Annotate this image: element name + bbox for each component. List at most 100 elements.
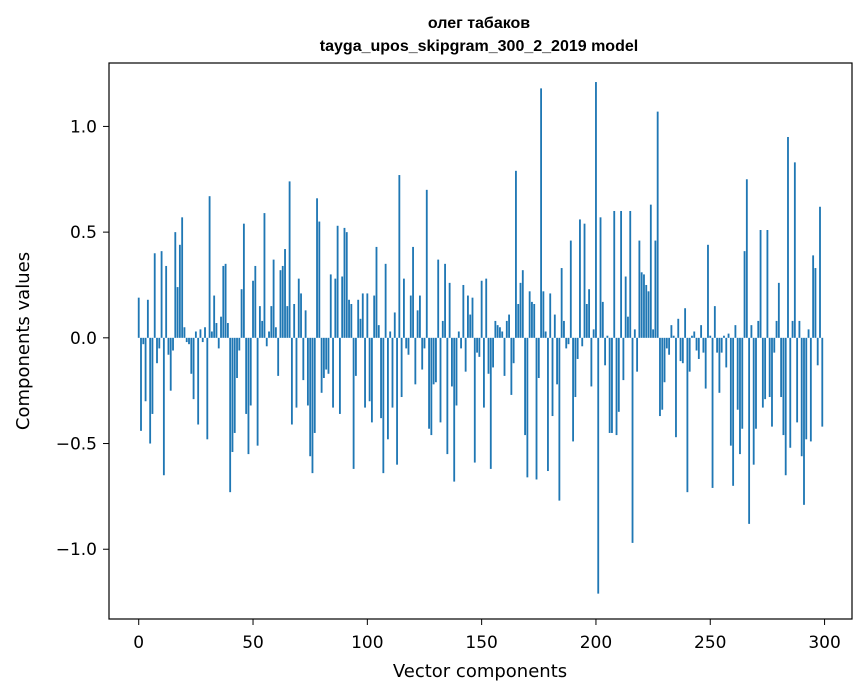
bar-component-173 <box>533 304 536 338</box>
bar-component-185 <box>560 268 563 338</box>
bar-component-115 <box>400 337 403 398</box>
x-tick-label: 0 <box>133 633 144 653</box>
bar-component-125 <box>423 337 426 349</box>
bar-component-209 <box>615 337 618 436</box>
bar-component-271 <box>757 320 760 338</box>
bar-component-238 <box>681 337 684 364</box>
bar-component-218 <box>636 337 639 372</box>
bar-component-132 <box>439 337 442 423</box>
bar-component-16 <box>174 232 177 338</box>
bar-component-186 <box>563 320 565 338</box>
bar-component-250 <box>709 335 712 338</box>
bar-component-175 <box>537 337 540 378</box>
bar-component-95 <box>354 337 357 376</box>
bar-component-37 <box>222 265 225 338</box>
bar-component-296 <box>814 268 817 338</box>
bar-component-133 <box>441 320 444 338</box>
bar-component-151 <box>483 337 485 408</box>
bar-component-90 <box>343 227 346 338</box>
bar-component-264 <box>741 337 744 429</box>
bar-component-80 <box>320 337 323 393</box>
bar-component-110 <box>389 331 392 338</box>
bar-component-34 <box>215 323 218 338</box>
bar-component-53 <box>258 306 261 338</box>
bar-component-195 <box>583 223 586 338</box>
bar-component-245 <box>697 337 700 359</box>
bar-component-104 <box>375 246 378 338</box>
bar-component-0 <box>137 297 140 338</box>
bar-component-105 <box>377 325 380 338</box>
bar-component-28 <box>201 337 204 343</box>
bar-component-263 <box>739 337 741 455</box>
bar-component-213 <box>624 276 627 338</box>
bar-component-88 <box>338 337 341 414</box>
bar-component-36 <box>220 316 222 338</box>
bar-component-100 <box>366 293 369 338</box>
bar-component-77 <box>313 337 316 433</box>
bar-component-57 <box>268 331 270 338</box>
bar-component-49 <box>249 337 252 406</box>
bar-component-136 <box>448 282 451 338</box>
bar-component-274 <box>764 337 767 400</box>
bar-component-292 <box>805 337 808 440</box>
bar-component-247 <box>702 337 705 353</box>
bar-component-51 <box>254 265 257 338</box>
bar-component-202 <box>599 217 602 338</box>
bar-component-172 <box>531 301 533 338</box>
bar-component-18 <box>178 244 181 338</box>
bar-component-72 <box>302 337 305 381</box>
bar-component-163 <box>510 337 513 395</box>
bar-component-231 <box>665 337 668 349</box>
bar-component-291 <box>803 337 805 505</box>
bar-component-179 <box>547 337 549 472</box>
bar-component-127 <box>428 337 430 429</box>
bar-component-167 <box>519 282 522 338</box>
bar-component-4 <box>146 299 149 338</box>
bar-component-59 <box>272 259 275 338</box>
bar-component-2 <box>142 337 145 345</box>
bar-component-122 <box>416 310 419 338</box>
bar-component-255 <box>720 337 723 353</box>
bar-component-140 <box>457 331 460 338</box>
bar-component-65 <box>286 306 289 338</box>
bar-component-50 <box>252 280 254 338</box>
bar-component-25 <box>194 331 197 338</box>
bar-component-214 <box>627 316 629 338</box>
x-tick-label: 50 <box>242 633 264 653</box>
bar-component-44 <box>238 337 241 351</box>
bar-component-266 <box>745 179 748 338</box>
bar-component-120 <box>412 246 414 338</box>
bar-component-3 <box>144 337 147 402</box>
bar-component-46 <box>242 223 245 338</box>
bar-component-297 <box>816 337 819 366</box>
bar-component-190 <box>572 337 574 442</box>
bar-component-224 <box>649 204 652 338</box>
bar-component-152 <box>485 278 488 338</box>
bar-component-257 <box>725 337 728 368</box>
bar-component-23 <box>190 337 193 374</box>
y-tick-label: 0.0 <box>70 329 97 349</box>
y-tick-label: 0.5 <box>70 223 97 243</box>
bar-component-157 <box>496 325 499 338</box>
bar-component-211 <box>620 210 623 338</box>
bar-component-145 <box>469 314 472 338</box>
bar-component-221 <box>643 274 645 338</box>
bar-component-262 <box>736 337 739 410</box>
bar-component-286 <box>791 320 794 338</box>
bar-component-99 <box>364 337 366 408</box>
bar-component-193 <box>579 219 581 338</box>
bar-component-13 <box>167 337 170 355</box>
bar-component-129 <box>432 337 435 385</box>
bar-component-299 <box>821 337 824 427</box>
bar-component-84 <box>329 274 332 338</box>
bar-component-248 <box>704 337 707 389</box>
bar-component-1 <box>140 337 142 431</box>
bar-component-166 <box>517 304 520 338</box>
bar-component-241 <box>688 337 691 372</box>
bar-component-150 <box>480 280 483 338</box>
x-tick-label: 250 <box>694 633 726 653</box>
bar-component-87 <box>336 225 339 338</box>
bar-component-47 <box>245 337 248 414</box>
y-tick-label: −0.5 <box>56 435 97 455</box>
